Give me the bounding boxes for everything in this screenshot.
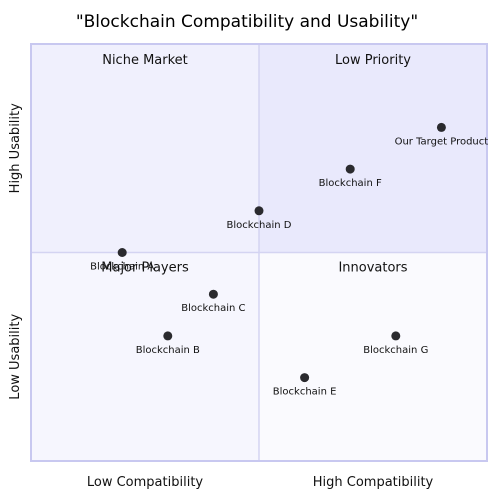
point-label-blockchain-f: Blockchain F <box>319 178 382 189</box>
y-axis-label-low: Low Usability <box>8 314 23 400</box>
point-our-target-product <box>436 122 446 132</box>
data-points: Blockchain A Blockchain B Blockchain C Bloc… <box>90 122 489 398</box>
y-axis-label-high: High Usability <box>8 103 23 193</box>
quadrant-top-right <box>259 44 487 253</box>
point-label-blockchain-e: Blockchain E <box>273 387 337 398</box>
quadrant-label-niche-market: Niche Market <box>102 53 188 68</box>
point-blockchain-g <box>391 331 401 341</box>
point-blockchain-e <box>300 373 310 383</box>
x-axis-label-high: High Compatibility <box>313 475 434 490</box>
quadrant-bottom-left <box>31 252 259 461</box>
point-blockchain-a <box>117 248 127 257</box>
plot-frame <box>30 43 488 462</box>
quadrant-label-low-priority: Low Priority <box>335 53 411 68</box>
point-label-blockchain-b: Blockchain B <box>136 345 200 356</box>
point-blockchain-b <box>163 331 173 341</box>
point-blockchain-c <box>208 289 218 299</box>
point-label-blockchain-c: Blockchain C <box>181 303 245 314</box>
quadrant-label-major-players: Major Players <box>101 261 189 276</box>
plot-area <box>30 43 488 462</box>
point-label-blockchain-a: Blockchain A <box>90 262 154 273</box>
quadrant-top-left <box>31 44 259 253</box>
chart-title: "Blockchain Compatibility and Usability" <box>76 12 418 32</box>
point-label-blockchain-d: Blockchain D <box>226 220 291 231</box>
point-label-our-target-product: Our Target Product <box>395 136 489 147</box>
x-axis-label-low: Low Compatibility <box>87 475 204 490</box>
quadrant-bottom-right <box>259 252 487 461</box>
point-blockchain-f <box>345 164 355 174</box>
quadrant-label-innovators: Innovators <box>338 261 407 276</box>
point-blockchain-d <box>254 206 264 216</box>
point-label-blockchain-g: Blockchain G <box>363 345 428 356</box>
